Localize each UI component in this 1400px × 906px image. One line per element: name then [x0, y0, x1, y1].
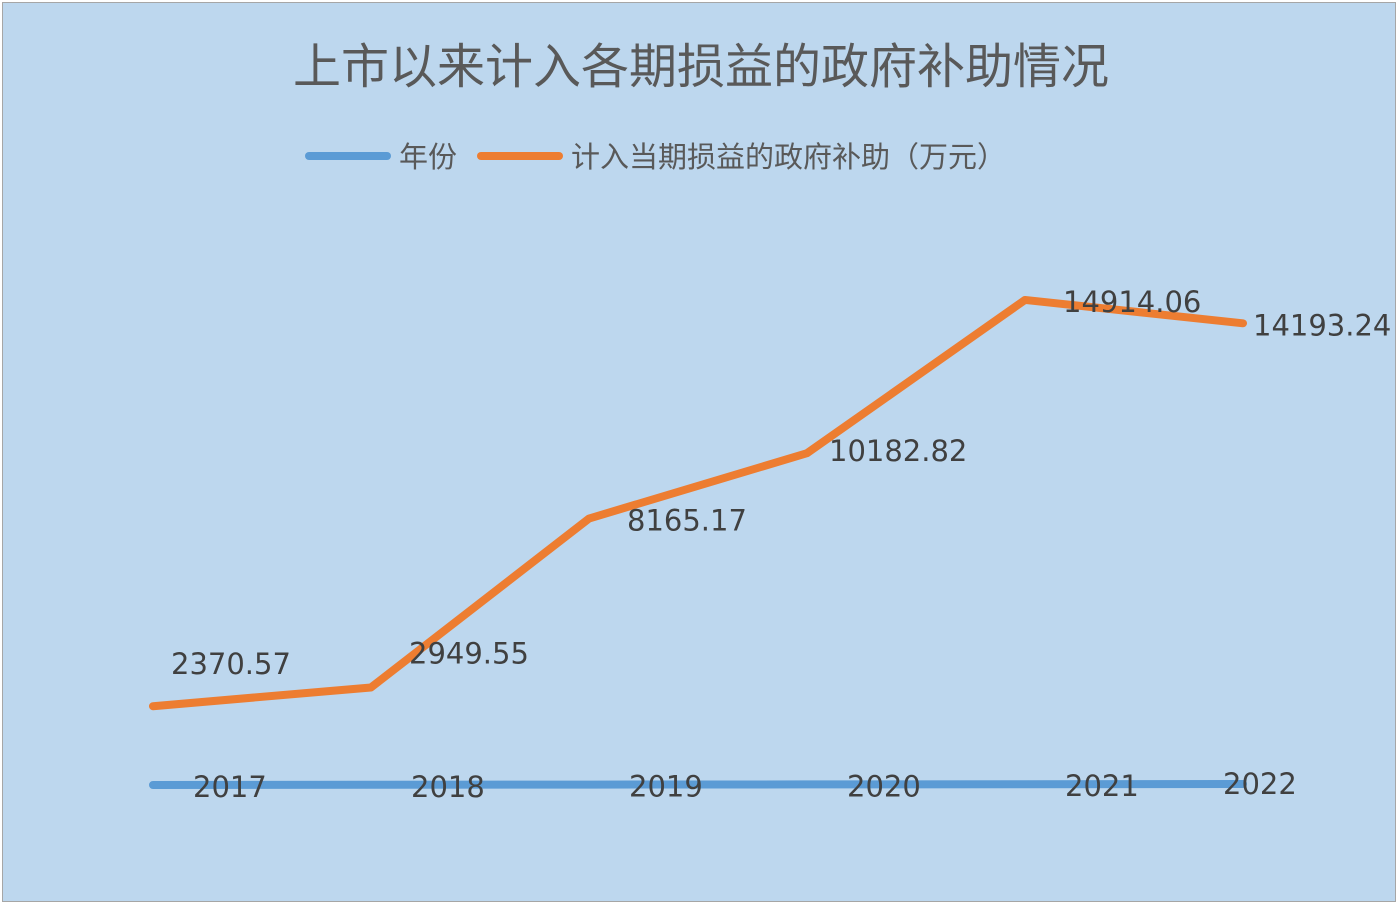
chart-title: 上市以来计入各期损益的政府补助情况	[293, 39, 1109, 95]
legend: 年份 计入当期损益的政府补助（万元）	[305, 140, 1006, 174]
series-line-subsidy	[149, 295, 1247, 711]
data-label-subsidy-2022: 14193.24	[1253, 308, 1391, 342]
data-label-year-2020: 2020	[847, 769, 921, 803]
data-labels: 2017 2018 2019 2020 2021 2022 2370.57 2949.55 81…	[171, 285, 1391, 804]
legend-label-year: 年份	[399, 140, 457, 174]
series-layer	[149, 295, 1247, 789]
data-label-subsidy-2021: 14914.06	[1063, 285, 1201, 319]
data-label-subsidy-2019: 8165.17	[627, 504, 747, 538]
series-line-year	[149, 780, 1247, 789]
data-label-year-2022: 2022	[1223, 767, 1297, 801]
data-label-year-2017: 2017	[193, 770, 267, 804]
legend-label-subsidy: 计入当期损益的政府补助（万元）	[571, 140, 1006, 174]
data-label-subsidy-2017: 2370.57	[171, 647, 291, 681]
data-label-year-2018: 2018	[411, 770, 485, 804]
data-label-subsidy-2020: 10182.82	[829, 434, 967, 468]
data-label-year-2021: 2021	[1065, 769, 1139, 803]
data-label-year-2019: 2019	[629, 770, 703, 804]
data-label-subsidy-2018: 2949.55	[409, 636, 529, 670]
line-chart: 上市以来计入各期损益的政府补助情况 年份 计入当期损益的政府补助（万元） 201…	[149, 39, 1391, 804]
